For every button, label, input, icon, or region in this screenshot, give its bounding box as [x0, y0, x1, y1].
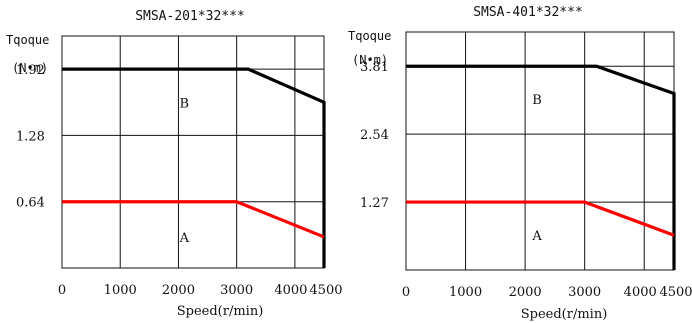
- x-tick-label: 2000: [509, 285, 542, 300]
- x-tick-label: 4000: [624, 285, 657, 300]
- series-line-max-torque: [62, 67, 326, 268]
- x-tick-label: 0: [58, 283, 66, 298]
- chart-smsa-401: SMSA-401*32*** Tqoque (N•m) 0 1000 2000 3000 40…: [346, 0, 692, 323]
- chart-title: SMSA-201*32***: [135, 9, 245, 24]
- chart-svg-smsa-401: SMSA-401*32*** Tqoque (N•m) 0 1000 2000 3000 40…: [348, 5, 692, 322]
- x-tick-label: 3000: [220, 283, 253, 298]
- y-axis-unit: (N•m): [12, 61, 48, 75]
- chart-title: SMSA-401*32***: [473, 5, 583, 20]
- y-axis-label: Tqoque: [6, 33, 49, 47]
- x-tick-label: 1000: [449, 285, 482, 300]
- x-axis-label: Speed(r/min): [177, 304, 264, 319]
- x-tick-label: 1000: [104, 283, 137, 298]
- y-tick-label: 1.92: [16, 63, 45, 78]
- region-label-a: A: [531, 229, 542, 244]
- y-tick-label: 3.81: [360, 60, 389, 75]
- y-tick-label: 1.28: [16, 129, 45, 144]
- x-tick-label: 0: [402, 285, 410, 300]
- y-tick-label: 0.64: [16, 196, 45, 211]
- region-label-b: B: [532, 93, 542, 108]
- y-tick-label: 2.54: [360, 128, 389, 143]
- plot-frame: [61, 35, 325, 269]
- y-axis-label: Tqoque: [348, 29, 391, 43]
- y-axis-unit: (N•m): [352, 53, 388, 67]
- x-tick-label: 3000: [568, 285, 601, 300]
- series-line-rated-torque: [62, 200, 325, 239]
- y-tick-label: 1.27: [360, 196, 389, 211]
- series-line-max-torque: [406, 64, 676, 270]
- region-label-a: A: [179, 231, 190, 246]
- chart-smsa-201: SMSA-201*32*** Tqoque (N•m) 0 1000 2000 3000 40…: [6, 9, 343, 319]
- x-tick-label: 4000: [274, 283, 307, 298]
- x-axis-label: Speed(r/min): [521, 307, 608, 322]
- x-tick-label: 4500: [659, 285, 692, 300]
- chart-svg-smsa-201: SMSA-201*32*** Tqoque (N•m) 0 1000 2000 3000 40…: [6, 9, 343, 319]
- x-tick-label: 2000: [162, 283, 195, 298]
- region-label-b: B: [179, 96, 189, 111]
- series-line-rated-torque: [406, 200, 675, 237]
- x-tick-label: 4500: [309, 283, 342, 298]
